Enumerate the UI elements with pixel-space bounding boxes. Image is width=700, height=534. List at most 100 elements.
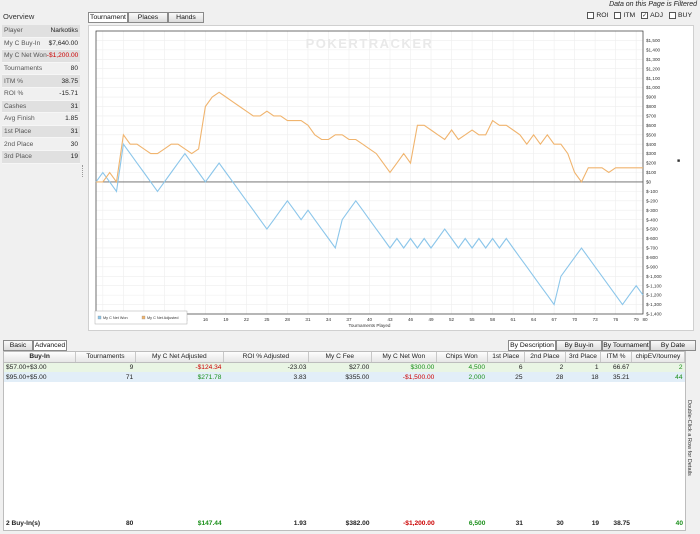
column-header[interactable]: ITM % <box>600 352 632 363</box>
totals-cell: 40 <box>675 519 683 527</box>
table-cell: $95.00+$5.00 <box>4 372 76 382</box>
x-tick-label: 67 <box>552 317 558 322</box>
itm-checkbox[interactable]: ITM <box>614 12 635 19</box>
stat-label: My C Net Won <box>4 52 47 60</box>
double-click-hint: Double-Click a Row for Details <box>686 400 700 480</box>
x-tick-label: 64 <box>531 317 537 322</box>
x-tick-label: 34 <box>326 317 332 322</box>
stat-label: ITM % <box>4 77 24 85</box>
roi-checkbox[interactable]: ROI <box>587 12 608 19</box>
tab-basic[interactable]: Basic <box>3 340 33 351</box>
x-tick-label: 43 <box>387 317 393 322</box>
column-header[interactable]: Chips Won <box>436 352 488 363</box>
x-tick-label: 19 <box>223 317 229 322</box>
axis-marker: ■ <box>677 158 680 164</box>
tab-places[interactable]: Places <box>128 12 168 23</box>
y-tick-label: $-200 <box>646 198 658 203</box>
x-tick-label: 76 <box>613 317 619 322</box>
column-header[interactable]: My C Net Adjusted <box>135 352 224 363</box>
checkbox-label: ITM <box>623 12 636 19</box>
panel-splitter[interactable] <box>82 165 84 177</box>
results-graph: POKERTRACKER $1,500 $1,400 $1,300 $1,200 $1,1… <box>88 25 694 331</box>
tab-hands[interactable]: Hands <box>168 12 204 23</box>
legend-swatch <box>141 315 146 320</box>
pokertracker-watermark: POKERTRACKER <box>306 36 434 51</box>
column-header[interactable]: My C Fee <box>308 352 372 363</box>
table-row[interactable]: $57.00+$3.00 9 -$124.34 -23.03 $27.00 $300.00… <box>4 362 685 372</box>
overview-row: ROI % -15.71 <box>2 88 80 101</box>
table-cell: 35.21 <box>600 372 632 382</box>
totals-cell: 1.93 <box>293 519 307 527</box>
y-tick-label: $-1,300 <box>646 302 662 307</box>
table-body: $57.00+$3.00 9 -$124.34 -23.03 $27.00 $300.00… <box>4 362 685 382</box>
x-tick-label: 16 <box>203 317 209 322</box>
detail-mode-tabs: Basic Advanced <box>3 340 67 351</box>
y-tick-label: $-300 <box>646 208 658 213</box>
adj-checkbox[interactable]: ✓ ADJ <box>641 12 663 19</box>
checkbox-box[interactable] <box>669 12 677 19</box>
table-cell: $271.78 <box>135 372 224 382</box>
stat-value: 1.85 <box>65 115 78 123</box>
filtered-notice: Data on this Page is Filtered <box>609 1 697 8</box>
tab-tournament[interactable]: Tournament <box>88 12 128 23</box>
table-cell: 3.83 <box>223 372 309 382</box>
tab-by-description[interactable]: By Description <box>508 340 556 351</box>
y-tick-label: $1,200 <box>646 66 660 71</box>
tab-by-date[interactable]: By Date <box>650 340 696 351</box>
x-tick-label: 22 <box>244 317 250 322</box>
table-cell: -$124.34 <box>135 362 224 372</box>
checkbox-box[interactable] <box>587 12 595 19</box>
overview-row: 3rd Place 19 <box>2 150 80 164</box>
overview-panel: Overview Player Narkotiks My C Buy-In $7,64… <box>0 0 82 336</box>
tab-by-buyin[interactable]: By Buy-in <box>556 340 602 351</box>
table-header: Buy-In Tournaments My C Net Adjusted ROI % … <box>4 352 686 363</box>
overview-row: Cashes 31 <box>2 100 80 114</box>
table-row[interactable]: $95.00+$5.00 71 $271.78 3.83 $355.00 -$1,500.… <box>4 372 685 382</box>
y-tick-label: $900 <box>646 95 657 100</box>
y-tick-label: $1,400 <box>646 47 660 52</box>
stat-label: Avg Finish <box>4 115 35 123</box>
table-cell: 4,500 <box>436 362 488 372</box>
grouping-tabs: By Description By Buy-in By Tournament B… <box>508 340 696 351</box>
table-cell: 2 <box>524 362 566 372</box>
x-tick-label: 58 <box>490 317 496 322</box>
x-tick-label: 55 <box>470 317 476 322</box>
totals-row: 2 Buy-In(s) 80 $147.44 1.93 $382.00 -$1,200.0… <box>4 518 685 528</box>
overview-title: Overview <box>3 12 35 21</box>
check-icon[interactable]: ✓ <box>641 12 649 19</box>
y-tick-label: $-700 <box>646 246 658 251</box>
stat-value: 31 <box>70 128 78 136</box>
x-tick-label: 37 <box>346 317 352 322</box>
checkbox-label: BUY <box>678 12 692 19</box>
table-cell: 2,000 <box>436 372 488 382</box>
column-header[interactable]: My C Net Won <box>371 352 437 363</box>
column-header[interactable]: ROI % Adjusted <box>223 352 309 363</box>
y-tick-label: $-1,000 <box>646 274 662 279</box>
column-header[interactable]: chipEV/tourney <box>631 352 686 363</box>
column-header[interactable]: Buy-In <box>4 352 77 363</box>
totals-cell: $382.00 <box>345 519 370 527</box>
stat-label: 3rd Place <box>4 153 32 161</box>
graph-options: ROI ITM ✓ ADJ BUY <box>587 12 692 19</box>
totals-cell: 6,500 <box>468 519 486 527</box>
stat-label: Player <box>4 27 23 35</box>
tab-by-tournament[interactable]: By Tournament <box>602 340 650 351</box>
column-header[interactable]: Tournaments <box>75 352 136 363</box>
stat-value: 80 <box>70 65 78 73</box>
column-header[interactable]: 1st Place <box>487 352 526 363</box>
table-cell: 25 <box>487 372 525 382</box>
overview-row: My C Buy-In $7,640.00 <box>2 38 80 51</box>
x-tick-label: 79 <box>634 317 640 322</box>
y-tick-label: $300 <box>646 151 657 156</box>
overview-row: 2nd Place 30 <box>2 138 80 151</box>
totals-cell: 38.75 <box>613 519 630 527</box>
tab-advanced[interactable]: Advanced <box>33 340 67 351</box>
overview-row: My C Net Won -$1,200.00 <box>2 50 80 63</box>
y-tick-label: $1,100 <box>646 76 660 81</box>
column-header[interactable]: 3rd Place <box>565 352 602 363</box>
checkbox-label: ROI <box>596 12 609 19</box>
totals-cell: 80 <box>125 519 134 527</box>
checkbox-box[interactable] <box>614 12 622 19</box>
buy-checkbox[interactable]: BUY <box>669 12 692 19</box>
column-header[interactable]: 2nd Place <box>524 352 566 363</box>
